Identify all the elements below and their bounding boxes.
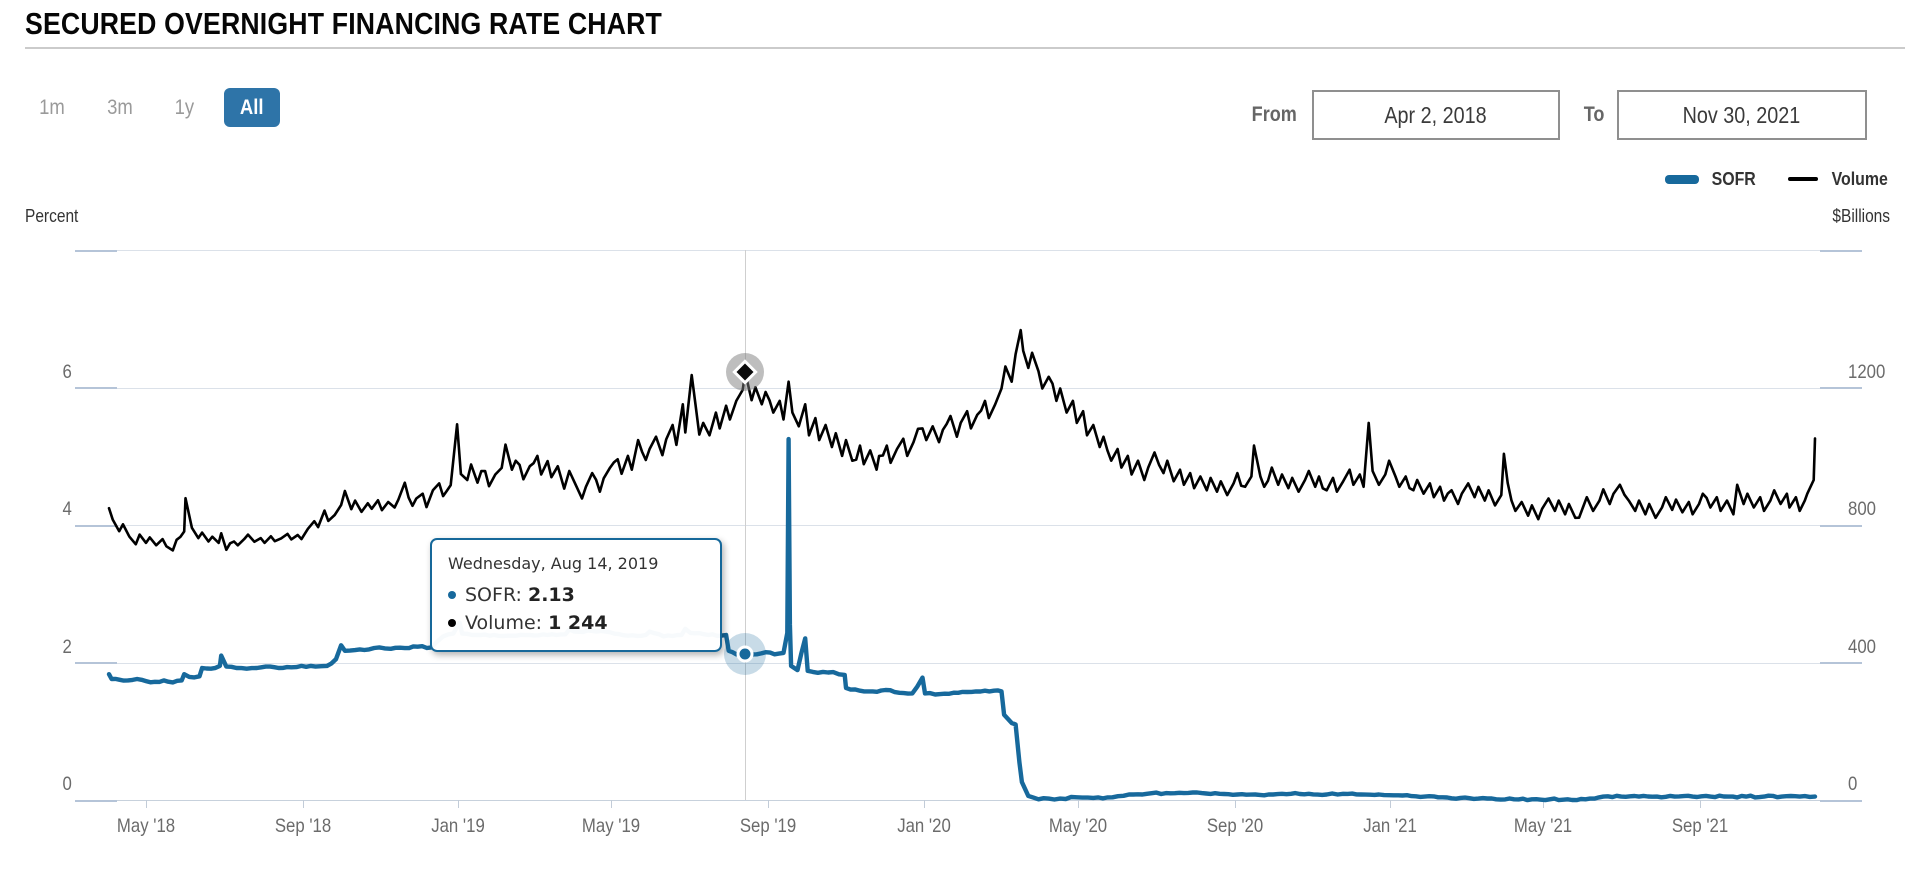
- left-axis-tick-label: 6: [62, 360, 72, 383]
- x-axis-tick-label: Jan '21: [1363, 815, 1418, 837]
- gridline-end-tick: [1820, 387, 1862, 389]
- x-axis-tick-label: Sep '20: [1206, 815, 1264, 837]
- h-gridline: [75, 250, 1862, 251]
- chart-legend: SOFR Volume: [1665, 168, 1892, 190]
- chart-tooltip: Wednesday, Aug 14, 2019 SOFR: 2.13 Volume…: [430, 538, 722, 652]
- left-axis-tick-label: 2: [62, 635, 72, 658]
- x-axis-tick: [1543, 800, 1545, 808]
- x-axis-tick: [1234, 800, 1236, 808]
- crosshair-line: [745, 250, 747, 800]
- range-button-1y[interactable]: 1y: [174, 95, 194, 119]
- legend-sofr-dash-icon: [1665, 174, 1700, 184]
- left-axis-tick-label: 0: [62, 773, 72, 795]
- x-axis-tick-label: May '18: [116, 815, 176, 837]
- gridline-end-tick: [1820, 799, 1862, 802]
- range-button-3m[interactable]: 3m: [106, 95, 133, 119]
- x-axis-tick: [1078, 800, 1079, 808]
- x-axis-tick: [1390, 800, 1392, 808]
- to-date-input[interactable]: Nov 30, 2021: [1616, 90, 1867, 140]
- x-axis-tick: [458, 800, 460, 808]
- legend-item-sofr[interactable]: SOFR: [1665, 168, 1759, 190]
- x-axis-tick-label: Jan '20: [896, 815, 951, 837]
- x-axis-tick-label: Jan '19: [431, 815, 486, 837]
- range-button-all[interactable]: All: [224, 88, 280, 127]
- gridline-end-tick: [1820, 662, 1862, 664]
- gridline-end-tick: [75, 799, 117, 802]
- x-axis-tick-label: Sep '18: [274, 815, 331, 837]
- range-selector: 1m 3m 1y All: [28, 88, 280, 127]
- gridline-end-tick: [1820, 524, 1862, 527]
- h-gridline: [75, 662, 1862, 664]
- x-axis-tick-label: Sep '19: [740, 815, 797, 837]
- h-gridline: [75, 387, 1862, 389]
- x-axis-tick: [146, 800, 147, 808]
- x-axis-tick-label: May '19: [582, 815, 641, 837]
- legend-label: Volume: [1831, 168, 1888, 189]
- page-title: SECURED OVERNIGHT FINANCING RATE CHART: [25, 6, 663, 41]
- right-axis-title: $Billions: [1832, 206, 1890, 226]
- title-divider: [25, 47, 1905, 49]
- from-label: From: [1251, 103, 1297, 126]
- tooltip-row-sofr: SOFR: 2.13: [448, 581, 704, 609]
- range-button-1m[interactable]: 1m: [39, 95, 65, 119]
- x-axis-tick: [302, 800, 304, 808]
- tooltip-date: Wednesday, Aug 14, 2019: [448, 554, 659, 573]
- to-label: To: [1583, 103, 1604, 126]
- x-axis-tick: [611, 800, 613, 808]
- gridline-end-tick: [75, 249, 117, 252]
- x-axis-tick-label: May '21: [1514, 815, 1573, 837]
- x-axis-tick-label: May '20: [1048, 815, 1108, 837]
- right-axis-tick-label: 1200: [1848, 360, 1886, 383]
- x-axis-tick-label: Sep '21: [1672, 815, 1729, 837]
- gridline-end-tick: [1820, 249, 1862, 252]
- right-axis-tick-label: 0: [1848, 773, 1858, 795]
- x-axis-line: [75, 800, 1862, 801]
- tooltip-row-volume: Volume: 1 244: [448, 609, 704, 637]
- right-axis-tick-label: 800: [1848, 498, 1876, 520]
- from-date-input[interactable]: Apr 2, 2018: [1311, 90, 1560, 140]
- left-axis-tick-label: 4: [62, 498, 72, 520]
- h-gridline: [75, 525, 1862, 526]
- gridline-end-tick: [75, 662, 117, 664]
- gridline-end-tick: [75, 524, 117, 527]
- right-axis-tick-label: 400: [1848, 635, 1876, 658]
- volume-bullet-icon: [448, 619, 456, 627]
- legend-label: SOFR: [1711, 168, 1756, 189]
- legend-item-volume[interactable]: Volume: [1787, 168, 1892, 190]
- date-range-controls: From Apr 2, 2018 To Nov 30, 2021: [1248, 90, 1867, 140]
- x-axis-tick: [1700, 800, 1702, 808]
- x-axis-tick: [923, 800, 925, 808]
- x-axis-tick: [768, 800, 770, 808]
- gridline-end-tick: [75, 387, 117, 389]
- sofr-series-line: [106, 436, 1818, 803]
- left-axis-title: Percent: [25, 206, 79, 226]
- volume-series-line: [107, 328, 1817, 552]
- legend-volume-dash-icon: [1787, 177, 1818, 181]
- sofr-bullet-icon: [448, 591, 456, 599]
- sofr-marker: [736, 645, 754, 663]
